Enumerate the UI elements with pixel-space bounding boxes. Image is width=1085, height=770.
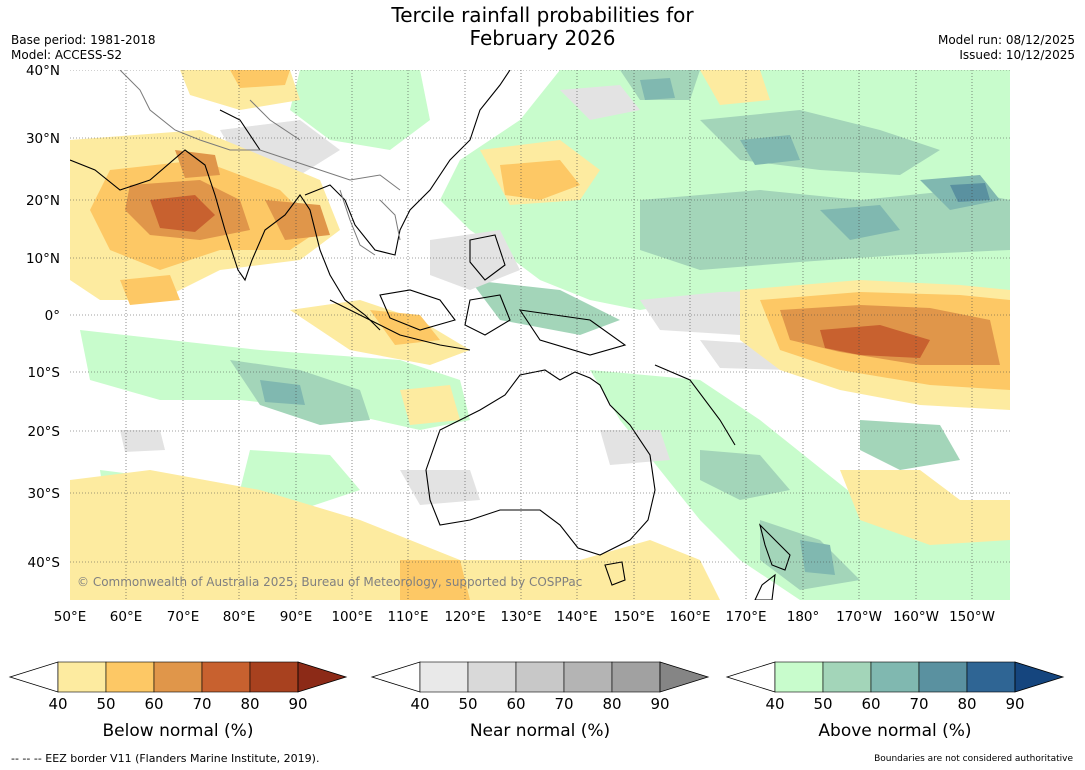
lat-label: 20°N (26, 193, 60, 209)
colorbar-tick-label: 90 (650, 695, 669, 713)
below-normal-80-areas (150, 195, 930, 358)
lon-label: 70°E (167, 609, 199, 625)
graticule (70, 70, 1010, 600)
colorbar-arrow-low (370, 661, 421, 693)
page-title: Tercile rainfall probabilities for Febru… (0, 4, 1085, 50)
country-borders (119, 70, 401, 256)
colorbar-arrow-low (8, 661, 59, 693)
coastlines (70, 70, 791, 600)
lon-label: 170°W (836, 609, 882, 625)
colorbar-arrow-high (659, 661, 710, 693)
lat-label: 30°S (28, 486, 61, 502)
eez-note: -- -- -- EEZ border V11 (Flanders Marine… (11, 752, 320, 765)
colorbar: 40 50 60 70 80 90 Below normal (%) (8, 661, 348, 740)
colorbar-tick-label: 70 (192, 695, 211, 713)
meta-left: Base period: 1981-2018 Model: ACCESS-S2 (11, 33, 156, 63)
colorbar-tick-label: 60 (144, 695, 163, 713)
colorbar-tick-label: 50 (458, 695, 477, 713)
colorbar-tick-label: 60 (861, 695, 880, 713)
lat-label: 10°N (26, 251, 60, 267)
colorbar-cell (563, 661, 613, 693)
colorbar-arrow-high (1014, 661, 1065, 693)
colorbar-cell (611, 661, 661, 693)
colorbar-cell (201, 661, 251, 693)
rainfall-map: © Commonwealth of Australia 2025, Bureau… (8, 63, 1065, 740)
colorbar-cell (966, 661, 1016, 693)
lon-label: 170°E (725, 609, 766, 625)
title-line-1: Tercile rainfall probabilities for (391, 3, 694, 27)
base-period-label: Base period: 1981-2018 (11, 33, 156, 47)
lon-label: 90°E (280, 609, 312, 625)
colorbar: 40 50 60 70 80 90 Above normal (%) (725, 661, 1065, 740)
model-run-label: Model run: 08/12/2025 (937, 33, 1075, 47)
lon-label: 100°E (331, 609, 372, 625)
lon-label: 150°W (949, 609, 995, 625)
lon-label: 80°E (223, 609, 255, 625)
meta-right: Model run: 08/12/2025 Issued: 10/12/2025 (938, 33, 1075, 63)
colorbar-tick-label: 80 (957, 695, 976, 713)
colorbar-tick-label: 40 (48, 695, 67, 713)
colorbar-title: Below normal (%) (103, 721, 254, 740)
title-line-2: February 2026 (469, 26, 616, 50)
colorbar-tick-label: 80 (602, 695, 621, 713)
lat-label: 10°S (28, 365, 61, 381)
copyright-text: © Commonwealth of Australia 2025, Bureau… (77, 575, 582, 589)
colorbar-cell (774, 661, 824, 693)
lon-label: 60°E (110, 609, 142, 625)
boundaries-note: Boundaries are not considered authoritat… (874, 754, 1073, 764)
lat-label: 40°S (28, 555, 61, 571)
lat-label: 0° (45, 308, 60, 324)
colorbar-cell (870, 661, 920, 693)
lon-label: 160°E (669, 609, 710, 625)
colorbar-arrow-high (297, 661, 348, 693)
lon-labels: 50°E 60°E 70°E 80°E 90°E 100°E 110°E 120… (54, 609, 995, 625)
lon-label: 120°E (444, 609, 485, 625)
lat-label: 20°S (28, 424, 61, 440)
colorbar-tick-label: 50 (813, 695, 832, 713)
colorbar-cell (419, 661, 469, 693)
colorbar-cell (153, 661, 203, 693)
lon-label: 130°E (500, 609, 541, 625)
lon-label: 110°E (387, 609, 428, 625)
colorbar-tick-label: 70 (909, 695, 928, 713)
colorbar-cell (249, 661, 299, 693)
lat-label: 40°N (26, 63, 60, 79)
colorbar-tick-label: 90 (1005, 695, 1024, 713)
colorbar-cell (918, 661, 968, 693)
lon-label: 150°E (613, 609, 654, 625)
colorbar-cell (822, 661, 872, 693)
lon-label: 50°E (54, 609, 86, 625)
lon-label: 160°W (893, 609, 939, 625)
issued-label: Issued: 10/12/2025 (959, 48, 1075, 62)
colorbar-tick-label: 70 (554, 695, 573, 713)
lat-label: 30°N (26, 131, 60, 147)
colorbar-arrow-low (725, 661, 776, 693)
colorbar-tick-label: 40 (410, 695, 429, 713)
colorbar-tick-label: 40 (765, 695, 784, 713)
lon-label: 140°E (556, 609, 597, 625)
lat-labels: 40°N 30°N 20°N 10°N 0° 10°S 20°S 30°S 40… (26, 63, 60, 571)
colorbar-tick-label: 80 (240, 695, 259, 713)
colorbars: 40 50 60 70 80 90 Below normal (%) 40 50 60 70 80 90… (8, 661, 1065, 740)
colorbar-tick-label: 50 (96, 695, 115, 713)
colorbar-tick-label: 90 (288, 695, 307, 713)
colorbar-tick-label: 60 (506, 695, 525, 713)
colorbar-title: Above normal (%) (818, 721, 971, 740)
colorbar-cell (467, 661, 517, 693)
colorbar-cell (57, 661, 107, 693)
colorbar-title: Near normal (%) (470, 721, 610, 740)
colorbar-cell (105, 661, 155, 693)
model-label: Model: ACCESS-S2 (11, 48, 123, 62)
colorbar: 40 50 60 70 80 90 Near normal (%) (370, 661, 710, 740)
lon-label: 180° (787, 609, 820, 625)
map-field: © Commonwealth of Australia 2025, Bureau… (70, 70, 1010, 600)
colorbar-cell (515, 661, 565, 693)
